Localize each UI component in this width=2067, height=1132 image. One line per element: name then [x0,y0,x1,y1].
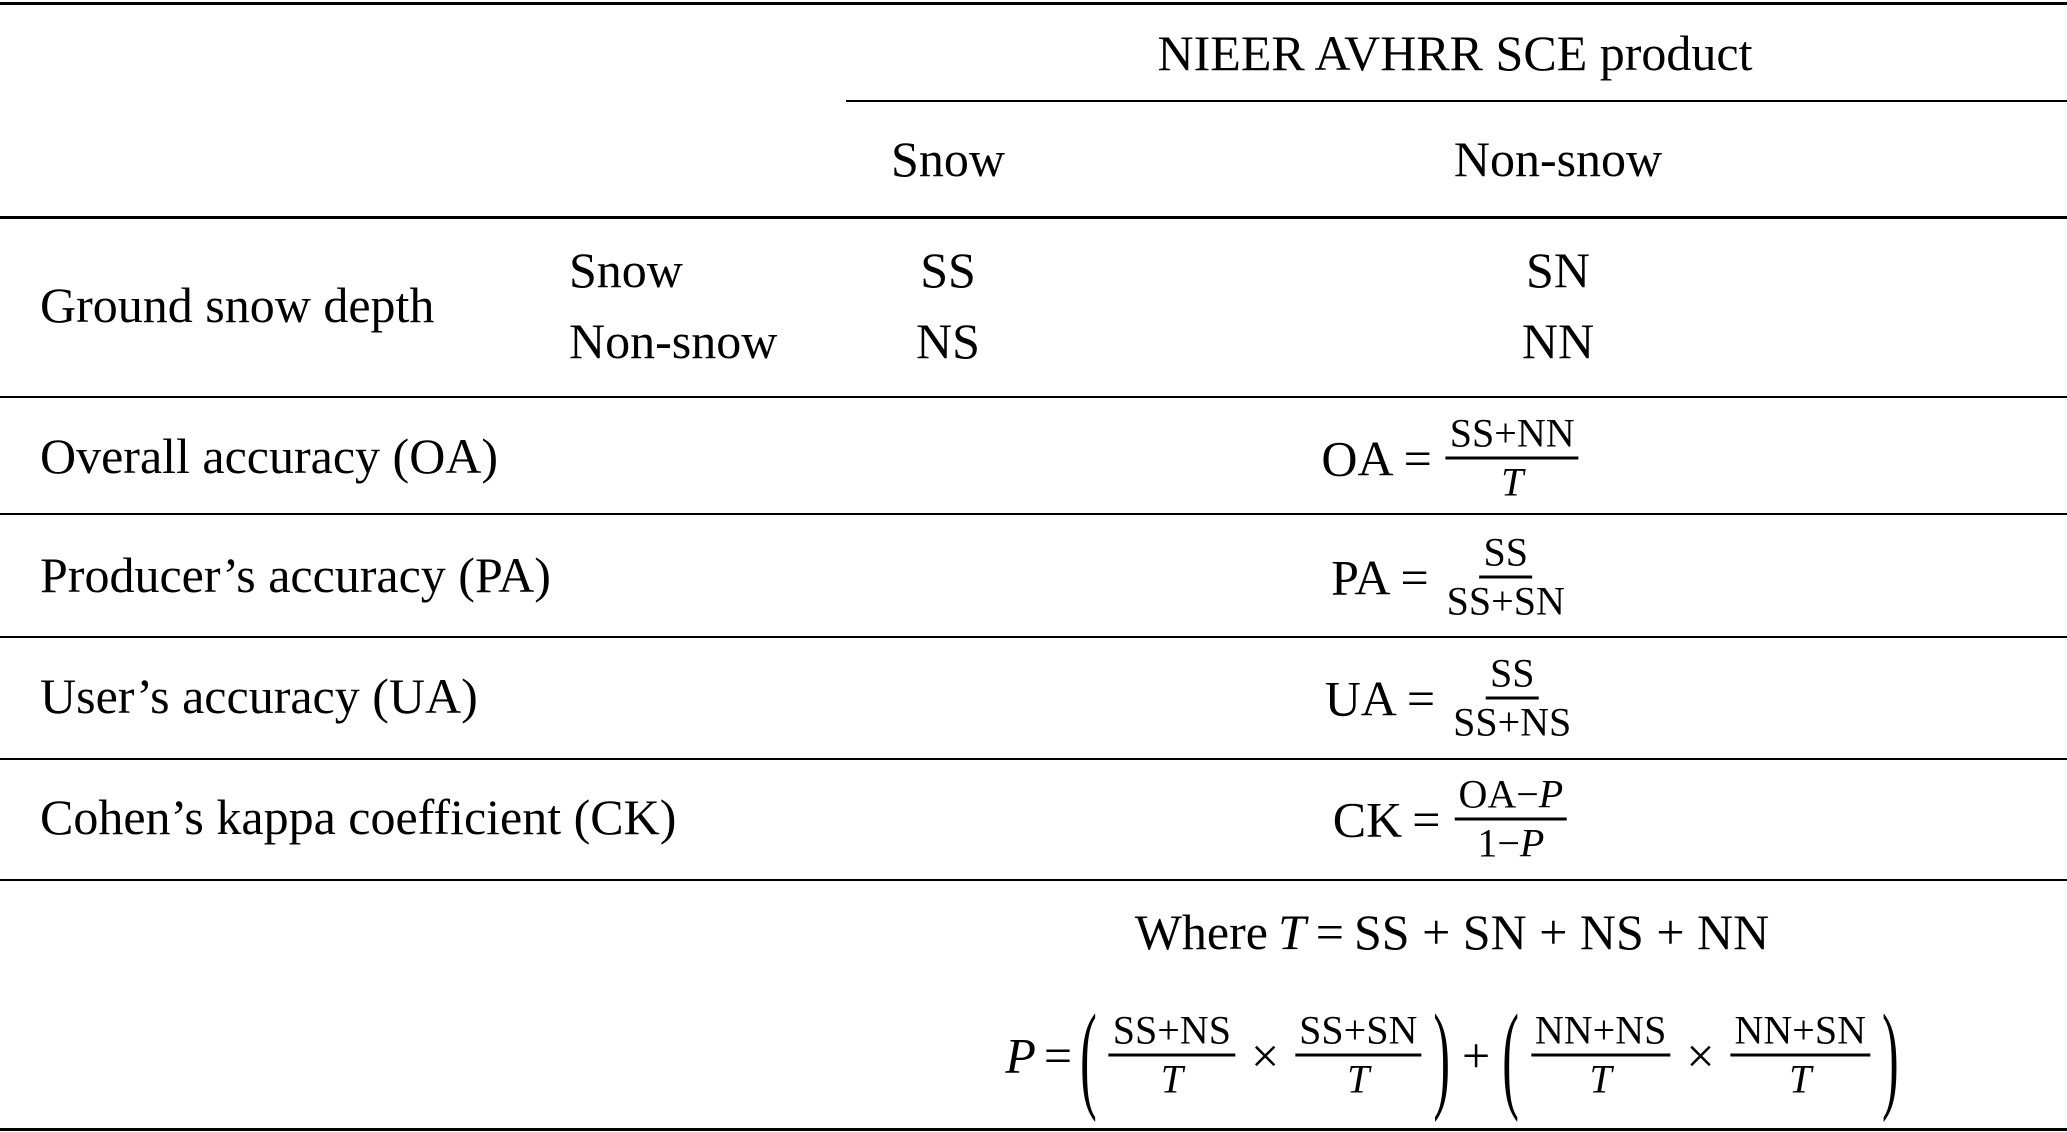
right-paren: ) [1881,987,1899,1123]
fraction: OA−P 1−P [1454,773,1568,866]
top-rule [0,2,2067,5]
cell-sn: SN [1526,242,1590,298]
fraction: SS SS+NS [1449,652,1575,745]
p-variable: P [1005,1027,1036,1083]
denominator: T [1501,459,1524,505]
denominator: SS+NS [1453,699,1572,745]
fraction: NN+NS T [1530,1009,1671,1102]
row-rule [0,879,2067,881]
numerator: SS [1485,652,1539,700]
row-rule [0,396,2067,398]
denominator: T [1347,1056,1370,1102]
denominator: T [1160,1056,1183,1102]
row-group-label: Ground snow depth [40,277,435,333]
metric-label-ck: Cohen’s kappa coefficient (CK) [40,789,677,845]
equals-sign: = [1406,670,1436,726]
equals-sign: = [1403,430,1432,486]
plus-sign: + [1461,1027,1491,1083]
column-header-nonsnow: Non-snow [1453,131,1663,187]
fraction: SS+NS T [1108,1009,1235,1102]
formula-oa: OA = SS+NN T [1321,412,1582,505]
denominator: SS+SN [1446,578,1565,624]
formula-lhs: CK [1332,791,1403,847]
fraction: SS+SN T [1295,1009,1422,1102]
equals-sign: = [1400,549,1429,605]
row-rule [0,758,2067,760]
where-label: Where [1134,904,1268,960]
equals-sign: = [1315,904,1344,960]
formula-pa: PA = SS SS+SN [1331,531,1573,624]
formula-t-definition: Where T = SS + SN + NS + NN [1135,907,1770,957]
formula-lhs: UA [1324,670,1397,726]
formula-lhs: OA [1321,430,1394,486]
cell-nn: NN [1521,313,1595,369]
cell-ns: NS [916,313,980,369]
formula-lhs: PA [1331,549,1391,605]
numerator: NN+SN [1730,1009,1870,1057]
fraction: SS+NN T [1445,412,1579,505]
formula-ck: CK = OA−P 1−P [1332,773,1571,866]
t-variable: T [1277,904,1306,960]
bottom-rule [0,1128,2067,1131]
metric-label-ua: User’s accuracy (UA) [40,668,478,724]
formula-ua: UA = SS SS+NS [1324,652,1580,745]
right-paren: ) [1433,987,1450,1123]
numerator: SS+NN [1445,412,1579,460]
header-bottom-rule [0,216,2067,219]
numerator: SS+SN [1295,1009,1422,1057]
fraction: SS SS+SN [1443,531,1569,624]
numerator: SS+NS [1108,1009,1235,1057]
header-group-label: NIEER AVHRR SCE product [1157,25,1753,81]
numerator: SS [1479,531,1533,579]
t-expression: SS + SN + NS + NN [1353,904,1770,960]
row-label-snow: Snow [569,242,683,298]
fraction: NN+SN T [1730,1009,1870,1102]
column-header-snow: Snow [891,131,1005,187]
equals-sign: = [1412,791,1441,847]
row-label-nonsnow: Non-snow [569,313,778,369]
formula-p-definition: P = ( SS+NS T × SS+SN T ) + ( NN+NS T × NN+… [1005,995,1898,1115]
metric-label-oa: Overall accuracy (OA) [40,428,499,484]
times-sign: × [1686,1027,1715,1083]
times-sign: × [1250,1027,1280,1083]
row-rule [0,513,2067,515]
denominator: T [1789,1056,1812,1102]
equals-sign: = [1043,1027,1073,1083]
cell-ss: SS [920,242,976,298]
numerator: NN+NS [1530,1009,1671,1057]
row-rule [0,636,2067,638]
metric-label-pa: Producer’s accuracy (PA) [40,547,551,603]
left-paren: ( [1080,987,1097,1123]
header-group-rule [846,100,2067,102]
left-paren: ( [1502,987,1519,1123]
denominator: T [1589,1056,1612,1102]
numerator: OA−P [1454,773,1568,821]
denominator: 1−P [1477,820,1545,866]
